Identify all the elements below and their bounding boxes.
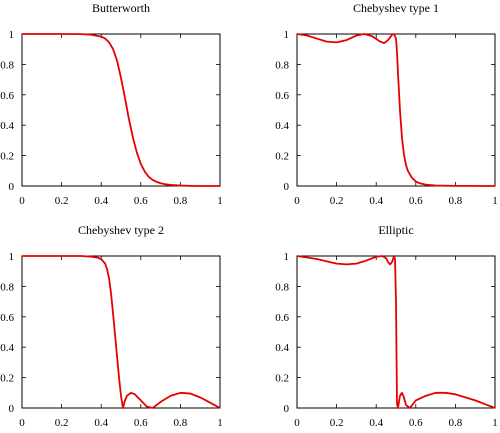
subplot-1: Chebyshev type 1 0 0.2 0.4 0.6 0.8 1 0 0.2 0.4 0.6…	[275, 1, 498, 207]
subplot-title: Elliptic	[378, 223, 413, 237]
x-tick-label: 0	[19, 417, 25, 429]
subplot-title: Butterworth	[92, 1, 150, 15]
y-tick-label: 0.8	[275, 281, 289, 293]
x-tick-label: 0	[294, 195, 300, 207]
x-tick-label: 0.2	[55, 195, 69, 207]
subplot-3: Elliptic 0 0.2 0.4 0.6 0.8 1 0 0.2 0.4 0.6 0.8 1	[275, 223, 498, 429]
x-tick-label: 0.6	[134, 195, 148, 207]
x-tick-label: 0.4	[369, 417, 383, 429]
subplot-2: Chebyshev type 2 0 0.2 0.4 0.6 0.8 1 0 0.2 0.4 0.6…	[0, 223, 223, 429]
x-tick-label: 0	[294, 417, 300, 429]
plot-frame	[296, 255, 496, 409]
y-tick-label: 1	[284, 29, 290, 41]
y-tick-label: 0	[9, 403, 15, 415]
y-tick-label: 0.8	[0, 59, 14, 71]
y-tick-label: 1	[9, 29, 15, 41]
plot-frame	[21, 255, 221, 409]
series-line	[297, 255, 495, 409]
subplot-0: Butterworth 0 0.2 0.4 0.6 0.8 1 0 0.2 0.4 0.6 0.8 1	[0, 1, 223, 207]
y-tick-label: 1	[9, 251, 15, 263]
x-tick-label: 0.6	[409, 195, 423, 207]
y-tick-label: 0	[284, 181, 290, 193]
x-tick-label: 0.6	[134, 417, 148, 429]
y-tick-label: 0.4	[275, 342, 289, 354]
series-line	[22, 33, 220, 187]
x-tick-label: 1	[217, 195, 223, 207]
x-tick-label: 1	[492, 417, 498, 429]
series-line	[297, 33, 495, 187]
x-tick-label: 0.8	[449, 195, 463, 207]
x-tick-label: 0.4	[369, 195, 383, 207]
y-tick-label: 0	[284, 403, 290, 415]
y-tick-label: 0.6	[275, 90, 289, 102]
x-tick-label: 0.2	[330, 195, 344, 207]
y-tick-label: 0.6	[0, 312, 14, 324]
y-tick-label: 0.2	[0, 151, 14, 163]
y-tick-label: 0.4	[0, 120, 14, 132]
y-tick-label: 0.4	[275, 120, 289, 132]
subplot-title: Chebyshev type 2	[78, 223, 164, 237]
x-tick-label: 0.6	[409, 417, 423, 429]
x-tick-label: 1	[217, 417, 223, 429]
subplot-title: Chebyshev type 1	[353, 1, 439, 15]
x-tick-label: 0	[19, 195, 25, 207]
x-tick-label: 0.4	[94, 417, 108, 429]
series-line	[22, 255, 220, 409]
x-tick-label: 1	[492, 195, 498, 207]
x-tick-label: 0.2	[55, 417, 69, 429]
x-tick-label: 0.2	[330, 417, 344, 429]
y-tick-label: 0.6	[0, 90, 14, 102]
x-tick-label: 0.8	[449, 417, 463, 429]
y-tick-label: 1	[284, 251, 290, 263]
y-tick-label: 0.2	[0, 373, 14, 385]
y-tick-label: 0.4	[0, 342, 14, 354]
x-tick-label: 0.4	[94, 195, 108, 207]
y-tick-label: 0.6	[275, 312, 289, 324]
plot-frame	[296, 33, 496, 187]
x-tick-label: 0.8	[174, 195, 188, 207]
x-tick-label: 0.8	[174, 417, 188, 429]
y-tick-label: 0.2	[275, 373, 289, 385]
y-tick-label: 0	[9, 181, 15, 193]
y-tick-label: 0.8	[275, 59, 289, 71]
y-tick-label: 0.8	[0, 281, 14, 293]
y-tick-label: 0.2	[275, 151, 289, 163]
plot-frame	[21, 33, 221, 187]
